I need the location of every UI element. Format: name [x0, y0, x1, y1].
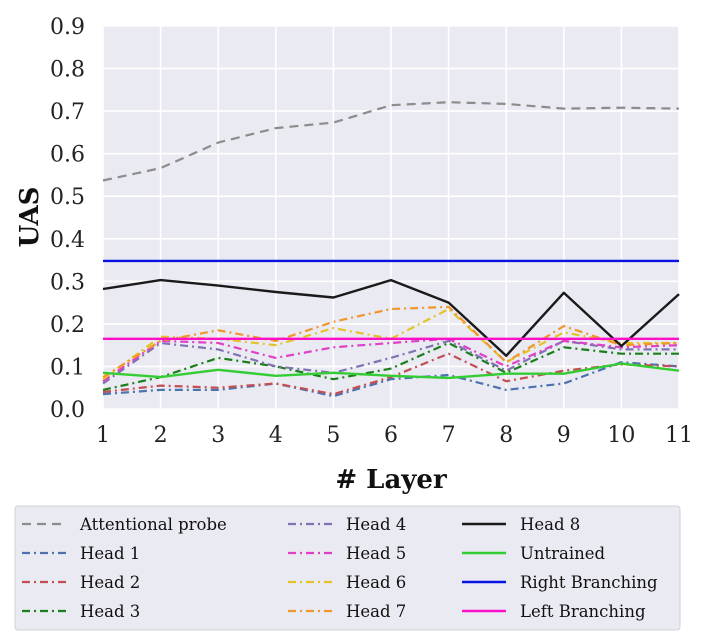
series-line-head-8 — [102, 278, 680, 357]
legend-label-head-8: Head 8 — [520, 515, 580, 534]
y-tick-label: 0.6 — [50, 143, 85, 168]
y-tick-label: 0.8 — [50, 58, 85, 83]
legend-label-head-6: Head 6 — [346, 573, 406, 592]
legend-label-head-4: Head 4 — [346, 515, 406, 534]
y-tick-label: 0.0 — [50, 398, 85, 423]
x-tick-label: 3 — [211, 423, 225, 448]
legend-box — [14, 505, 681, 631]
y-axis-title: UAS — [15, 187, 45, 248]
legend-label-untrained: Untrained — [520, 544, 606, 563]
series-line-head-1 — [102, 361, 680, 398]
y-tick-label: 0.1 — [50, 355, 85, 380]
series-line-head-3 — [102, 341, 679, 391]
series-line-head-5 — [102, 337, 680, 383]
y-tick-label: 0.3 — [50, 270, 85, 295]
series-lines — [102, 101, 680, 398]
x-tick-label: 4 — [269, 423, 283, 448]
legend-label-right-branching: Right Branching — [520, 573, 658, 592]
tick-labels: 1 2 3 4 5 6 7 8 9 10 11 0.0 0.1 0.2 0.3 0.4 0.5 0.6 0.7 0.8… — [50, 15, 693, 448]
x-tick-label: 2 — [154, 423, 168, 448]
series-line-head-4 — [102, 339, 679, 385]
x-tick-label: 10 — [607, 423, 635, 448]
x-tick-label: 7 — [442, 423, 456, 448]
legend-label-head-2: Head 2 — [80, 573, 140, 592]
x-tick-label: 8 — [499, 423, 513, 448]
legend-label-head-7: Head 7 — [346, 602, 406, 621]
y-tick-label: 0.2 — [50, 313, 85, 338]
y-tick-label: 0.5 — [50, 185, 85, 210]
x-tick-label: 9 — [557, 423, 571, 448]
x-tick-label: 11 — [665, 423, 693, 448]
legend-label-head-3: Head 3 — [80, 602, 140, 621]
x-tick-label: 6 — [384, 423, 398, 448]
y-tick-label: 0.4 — [50, 228, 85, 253]
series-line-untrained — [102, 362, 680, 380]
x-tick-label: 5 — [326, 423, 340, 448]
legend-label-attentional-probe: Attentional probe — [79, 515, 227, 534]
series-line-head-2 — [102, 352, 680, 396]
legend-label-head-1: Head 1 — [80, 544, 140, 563]
legend-label-left-branching: Left Branching — [520, 602, 646, 621]
y-tick-label: 0.9 — [50, 15, 85, 40]
legend-label-head-5: Head 5 — [346, 544, 406, 563]
y-tick-label: 0.7 — [50, 100, 85, 125]
x-tick-label: 1 — [96, 423, 110, 448]
x-axis-title: # Layer — [335, 465, 447, 495]
legend: Attentional probe Head 1 Head 2 Head 3 Head … — [22, 515, 658, 621]
